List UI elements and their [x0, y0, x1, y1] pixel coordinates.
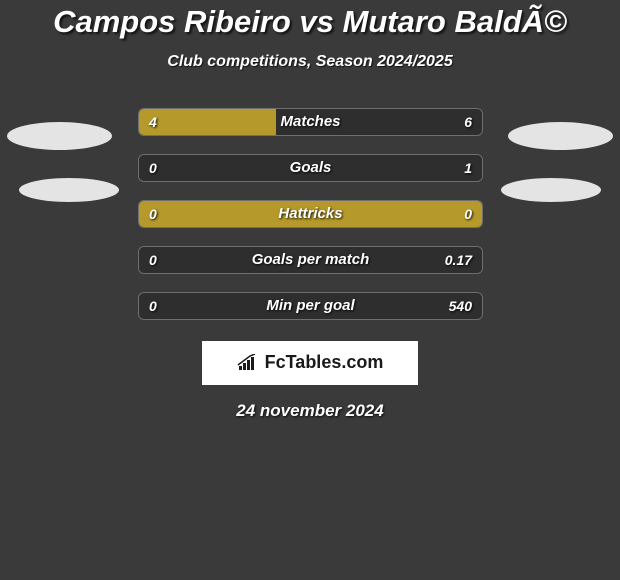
- snapshot-date: 24 november 2024: [0, 401, 620, 421]
- stat-value-right: 540: [449, 293, 472, 319]
- page-subtitle: Club competitions, Season 2024/2025: [0, 53, 620, 71]
- stats-block: 46Matches01Goals00Hattricks00.17Goals pe…: [0, 99, 620, 329]
- stat-bar: 00Hattricks: [138, 200, 483, 228]
- stat-value-left: 4: [149, 109, 157, 135]
- infographic-root: Campos Ribeiro vs Mutaro BaldÃ© Club com…: [0, 0, 620, 580]
- stat-bar: 46Matches: [138, 108, 483, 136]
- stat-row: 46Matches: [0, 99, 620, 145]
- stat-bar-right-fill: [139, 247, 482, 273]
- stat-value-left: 0: [149, 155, 157, 181]
- stat-row: 01Goals: [0, 145, 620, 191]
- stat-bar-left-fill: [139, 201, 482, 227]
- stat-value-right: 6: [464, 109, 472, 135]
- stat-value-right: 0: [464, 201, 472, 227]
- stat-bar-right-fill: [139, 293, 482, 319]
- stat-value-right: 0.17: [445, 247, 472, 273]
- stat-value-left: 0: [149, 201, 157, 227]
- stat-bar-right-fill: [276, 109, 482, 135]
- stat-value-right: 1: [464, 155, 472, 181]
- bar-chart-icon: [237, 354, 259, 372]
- stat-value-left: 0: [149, 247, 157, 273]
- stat-bar: 0540Min per goal: [138, 292, 483, 320]
- stat-row: 00.17Goals per match: [0, 237, 620, 283]
- page-title: Campos Ribeiro vs Mutaro BaldÃ©: [0, 0, 620, 39]
- branding-label: FcTables.com: [265, 352, 384, 373]
- stat-value-left: 0: [149, 293, 157, 319]
- stat-bar-left-fill: [139, 109, 276, 135]
- stat-row: 0540Min per goal: [0, 283, 620, 329]
- branding-badge: FcTables.com: [202, 341, 418, 385]
- stat-bar: 00.17Goals per match: [138, 246, 483, 274]
- stat-row: 00Hattricks: [0, 191, 620, 237]
- stat-bar-right-fill: [139, 155, 482, 181]
- stat-bar: 01Goals: [138, 154, 483, 182]
